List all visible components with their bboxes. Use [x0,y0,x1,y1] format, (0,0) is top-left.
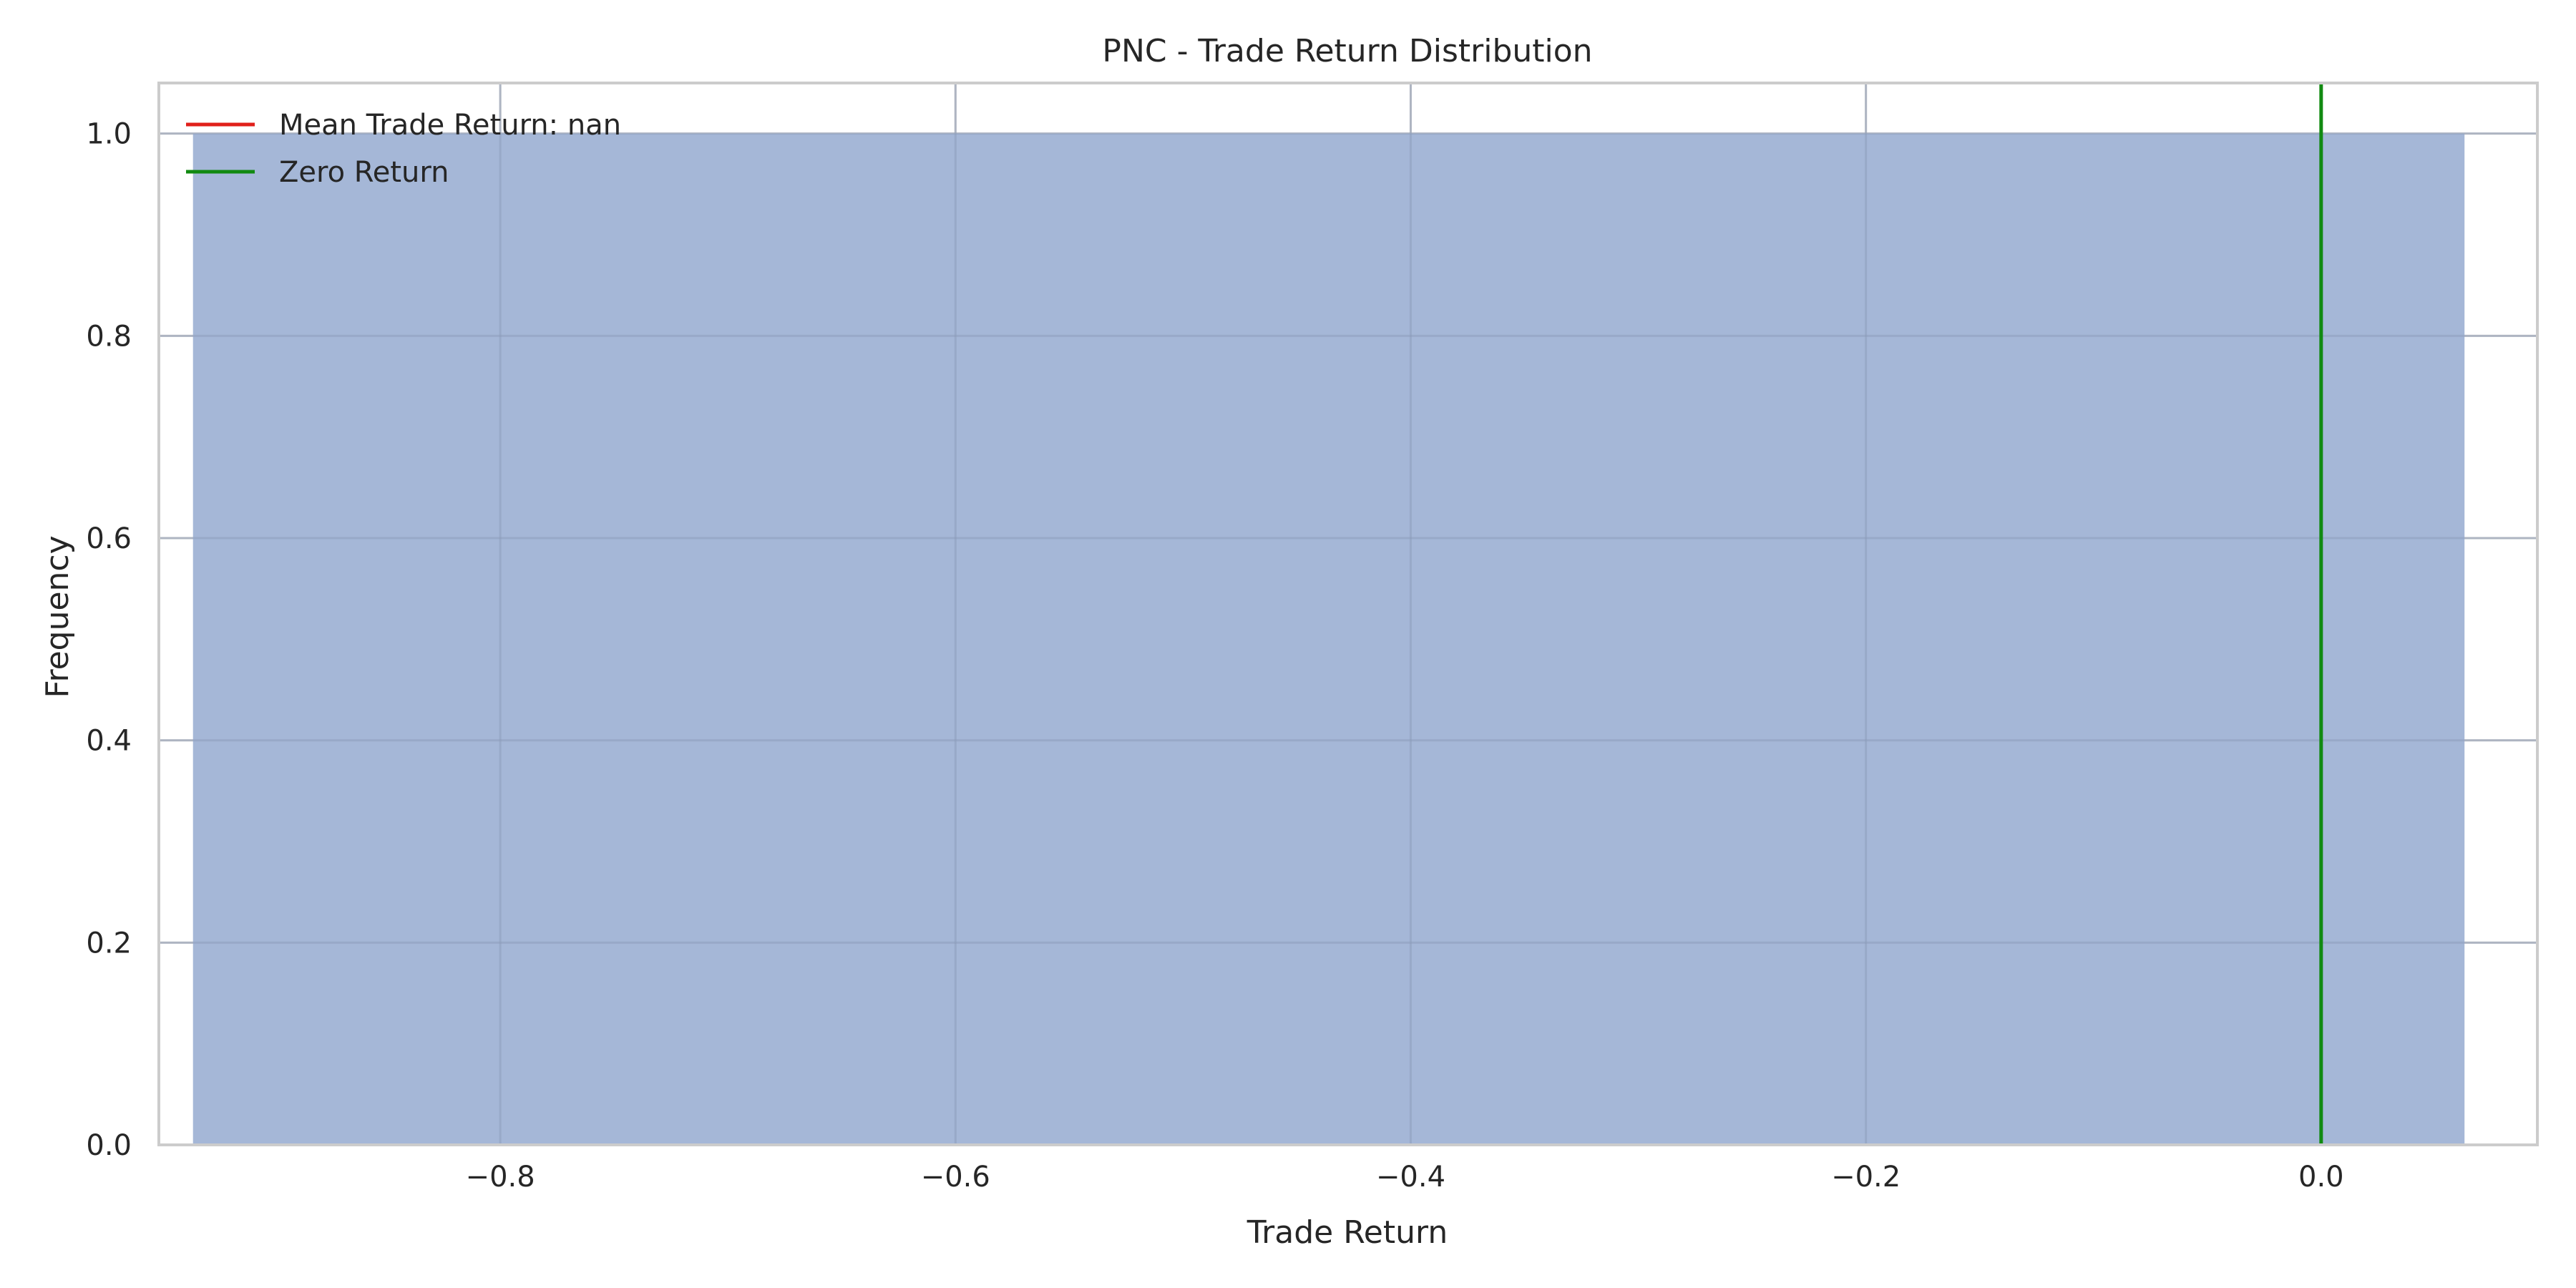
x-axis-label: Trade Return [1246,1214,1448,1251]
plot-frame [157,82,2539,1146]
y-tick-label: 1.0 [86,118,132,151]
chart-title: PNC - Trade Return Distribution [1102,33,1592,69]
legend-label: Zero Return [279,156,449,189]
y-tick-label: 0.2 [86,927,132,960]
y-axis-label: Frequency [39,535,76,698]
legend-label: Mean Trade Return: nan [279,109,621,142]
histogram-bar [192,133,2465,1146]
legend: Mean Trade Return: nan Zero Return [186,109,621,189]
x-tick-label: −0.4 [1376,1161,1445,1194]
plot-area: −0.8 −0.6 −0.4 −0.2 0.0 0.0 0.2 0.4 0.6 0.8 1.0 [86,82,2539,1194]
y-tick-label: 0.4 [86,725,132,758]
x-tick-label: −0.2 [1831,1161,1901,1194]
y-tick-label: 0.6 [86,522,132,555]
y-tick-label: 0.0 [86,1129,132,1162]
x-tick-label: 0.0 [2298,1161,2344,1194]
x-tick-label: −0.8 [466,1161,535,1194]
y-tick-label: 0.8 [86,320,132,353]
x-tick-label: −0.6 [921,1161,990,1194]
